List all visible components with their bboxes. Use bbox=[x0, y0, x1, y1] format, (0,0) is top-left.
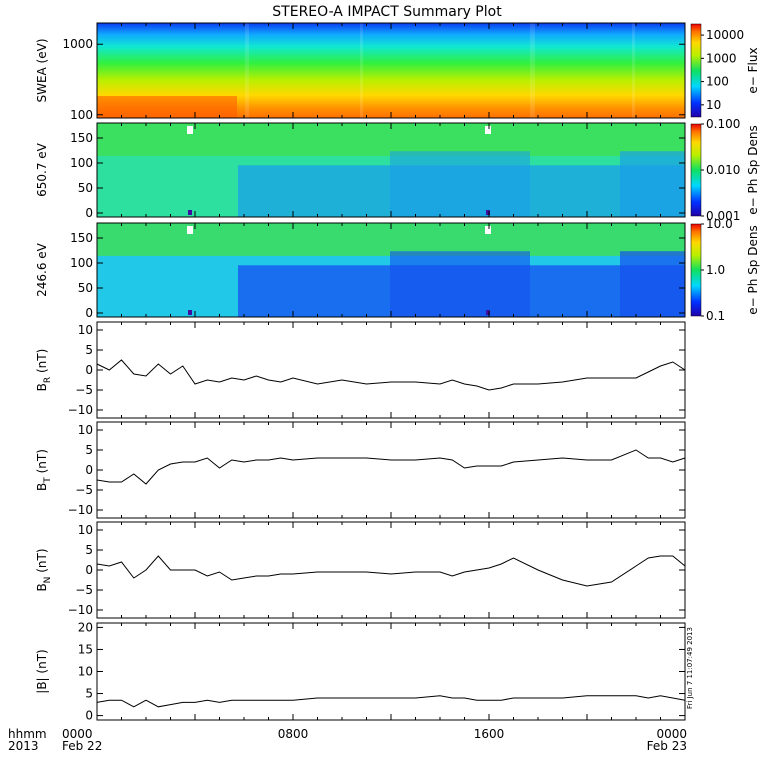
y-tick-label: 50 bbox=[78, 281, 93, 295]
frame-bt bbox=[96, 421, 686, 519]
colorbar-label: e− Ph Sp Dens bbox=[746, 125, 760, 214]
y-axis-title-bn: BN (nT) bbox=[35, 548, 53, 591]
pad-depletion-late bbox=[620, 251, 685, 317]
trace-br bbox=[96, 359, 686, 391]
y-tick-label: 0 bbox=[85, 363, 93, 377]
panel-pad246: 0.1 1.0 10.0 e− Ph Sp Dens 0 50 100 150 bbox=[70, 217, 760, 323]
y-tick-label: 0 bbox=[85, 206, 93, 220]
pad-gap-mark bbox=[485, 126, 491, 134]
pad-gap-mark bbox=[187, 126, 193, 134]
y-axis-title-pad246: 246.6 eV bbox=[35, 242, 49, 297]
pad-gap-mark bbox=[485, 226, 491, 234]
swea-streak bbox=[530, 23, 535, 118]
y-tick-label: 5 bbox=[85, 687, 93, 701]
swea-streak bbox=[360, 23, 363, 118]
panel-bn: −10 −5 0 5 10 bbox=[68, 521, 686, 619]
colorbar-swea bbox=[690, 23, 702, 118]
y-tick-label: 100 bbox=[70, 256, 93, 270]
x-tick-label: 0800 bbox=[278, 727, 309, 741]
x-tick-label: 0000 bbox=[656, 727, 687, 741]
colorbar-tick-label: 0.100 bbox=[706, 117, 740, 131]
frame-bmag bbox=[96, 622, 686, 721]
y-axis-title-pad650: 650.7 eV bbox=[35, 142, 49, 197]
y-tick-label: 0 bbox=[85, 306, 93, 320]
pad-depletion-core bbox=[390, 151, 530, 217]
pad-low-mark bbox=[486, 210, 490, 215]
y-tick-label: −10 bbox=[68, 503, 93, 517]
swea-high-flux-band bbox=[97, 96, 237, 118]
y-axis-title-br: BR (nT) bbox=[35, 349, 53, 392]
y-tick-label: 0 bbox=[85, 709, 93, 723]
y-tick-label: −5 bbox=[75, 383, 93, 397]
y-tick-label: 5 bbox=[85, 343, 93, 357]
pad-depletion-core bbox=[390, 251, 530, 317]
x-date-label: Feb 23 bbox=[647, 739, 687, 753]
y-tick-label: 10 bbox=[78, 665, 93, 679]
timestamp: Fri Jun 7 11:07:49 2013 bbox=[686, 627, 694, 709]
x-date-label: Feb 22 bbox=[62, 739, 102, 753]
x-tick-label: 0000 bbox=[62, 727, 93, 741]
y-tick-label: 150 bbox=[70, 231, 93, 245]
y-tick-label: 10 bbox=[78, 523, 93, 537]
colorbar-tick-label: 10.0 bbox=[706, 217, 733, 231]
y-tick-label: −5 bbox=[75, 483, 93, 497]
pad-low-mark bbox=[188, 210, 192, 215]
colorbar-tick-label: 0.010 bbox=[706, 163, 740, 177]
y-tick-label: 10 bbox=[78, 323, 93, 337]
y-tick-label: 10 bbox=[78, 423, 93, 437]
colorbar-tick-label: 10000 bbox=[706, 28, 744, 42]
y-tick-label: 0 bbox=[85, 563, 93, 577]
colorbar-tick-label: 100 bbox=[706, 75, 729, 89]
colorbar-tick-label: 0.001 bbox=[706, 209, 740, 223]
trace-bmag bbox=[96, 695, 686, 708]
pad-low-mark bbox=[486, 310, 490, 315]
plot-title: STEREO-A IMPACT Summary Plot bbox=[272, 4, 502, 20]
y-tick-label: 20 bbox=[78, 620, 93, 634]
y-tick-label: 0 bbox=[85, 463, 93, 477]
colorbar-tick-label: 10 bbox=[706, 98, 721, 112]
panel-bt: −10 −5 0 5 10 bbox=[68, 421, 686, 519]
colorbar-pad246 bbox=[690, 223, 702, 317]
panel-bmag: 0 5 10 15 20 bbox=[78, 620, 686, 723]
y-tick-label: −5 bbox=[75, 583, 93, 597]
time-label-year: 2013 bbox=[8, 739, 39, 753]
y-tick-label: 150 bbox=[70, 131, 93, 145]
panel-pad650: 0.001 0.010 0.100 e− Ph Sp Dens 0 50 100 150 bbox=[70, 117, 760, 223]
pad-low-mark bbox=[188, 310, 192, 315]
colorbar-tick-label: 1.0 bbox=[706, 263, 725, 277]
trace-bt bbox=[96, 449, 686, 485]
x-tick-label: 1600 bbox=[474, 727, 505, 741]
y-tick-label: −10 bbox=[68, 603, 93, 617]
trace-bn bbox=[96, 555, 686, 587]
y-axis-title-bt: BT (nT) bbox=[35, 449, 53, 491]
swea-streak bbox=[245, 23, 249, 118]
y-tick-label: 1000 bbox=[62, 37, 93, 51]
time-label-hhmm: hhmm bbox=[8, 727, 47, 741]
y-tick-label: 5 bbox=[85, 443, 93, 457]
y-axis-title-bmag: |B| (nT) bbox=[35, 649, 49, 693]
y-tick-label: −10 bbox=[68, 403, 93, 417]
colorbar-pad650 bbox=[690, 123, 702, 217]
pad-depletion-late bbox=[620, 151, 685, 217]
y-axis-title-swea: SWEA (eV) bbox=[35, 38, 49, 102]
y-tick-label: 15 bbox=[78, 642, 93, 656]
colorbar-label: e− Ph Sp Dens bbox=[746, 225, 760, 314]
y-tick-label: 50 bbox=[78, 181, 93, 195]
y-tick-label: 5 bbox=[85, 543, 93, 557]
swea-streak bbox=[632, 23, 635, 118]
pad-gap-mark bbox=[187, 226, 193, 234]
colorbar-tick-label: 0.1 bbox=[706, 309, 725, 323]
colorbar-tick-label: 1000 bbox=[706, 51, 737, 65]
colorbar-label: e− Flux bbox=[746, 47, 760, 93]
y-tick-label: 100 bbox=[70, 108, 93, 122]
y-tick-label: 100 bbox=[70, 156, 93, 170]
panel-br: −10 −5 0 5 10 bbox=[68, 321, 686, 419]
